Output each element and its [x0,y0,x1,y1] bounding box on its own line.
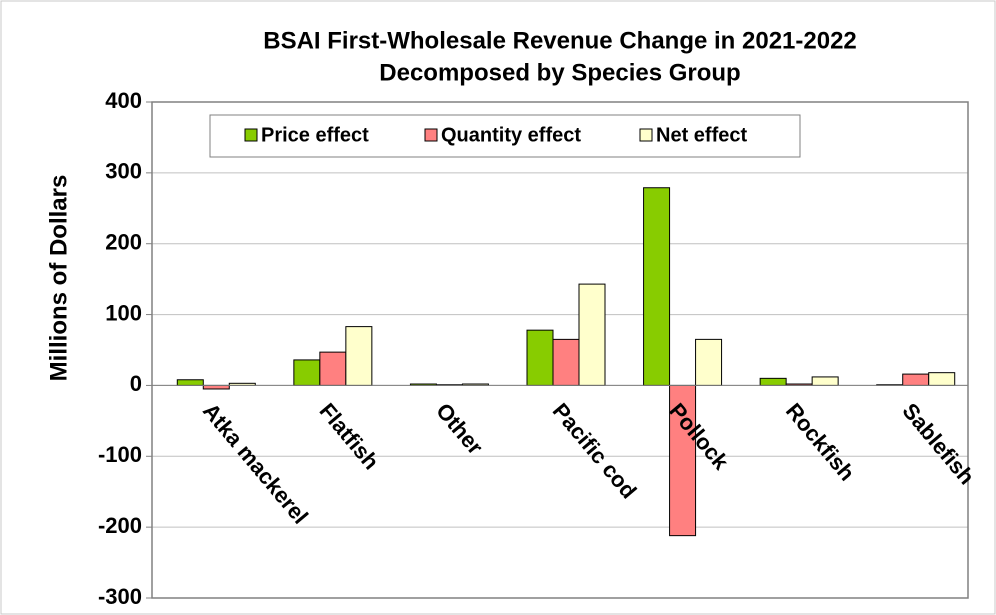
legend: Price effect Quantity effect Net effect [209,114,801,158]
y-tick-label: 400 [105,88,142,113]
bar [695,338,723,386]
legend-label: Quantity effect [441,124,581,146]
plot-border [151,101,969,599]
y-axis-label: Millions of Dollars [45,175,72,382]
y-tick-label: 0 [130,371,142,396]
y-tick-label: 100 [105,300,142,325]
bar [759,377,787,386]
y-tick-label: -100 [98,442,142,467]
bar [526,329,554,386]
y-tick-label: -300 [98,584,142,609]
chart-title: BSAI First-Wholesale Revenue Change in 2… [263,27,857,54]
legend-box [209,114,801,158]
y-tick-label: 300 [105,159,142,184]
legend-swatch [244,128,258,142]
legend-swatch [424,128,438,142]
bar [176,379,204,386]
bar [293,359,321,386]
y-tick-label: -200 [98,513,142,538]
chart-title: Decomposed by Species Group [379,59,740,86]
bar [669,384,697,537]
bar [578,283,606,386]
bar [902,373,930,386]
bar [928,372,956,386]
y-tick-label: 200 [105,230,142,255]
bar [202,384,230,390]
legend-label: Net effect [656,124,747,146]
legend-swatch [639,128,653,142]
bar [811,376,839,386]
bar [345,326,373,386]
bar [643,187,671,386]
bar [319,351,347,386]
bar [552,338,580,386]
legend-label: Price effect [261,124,369,146]
